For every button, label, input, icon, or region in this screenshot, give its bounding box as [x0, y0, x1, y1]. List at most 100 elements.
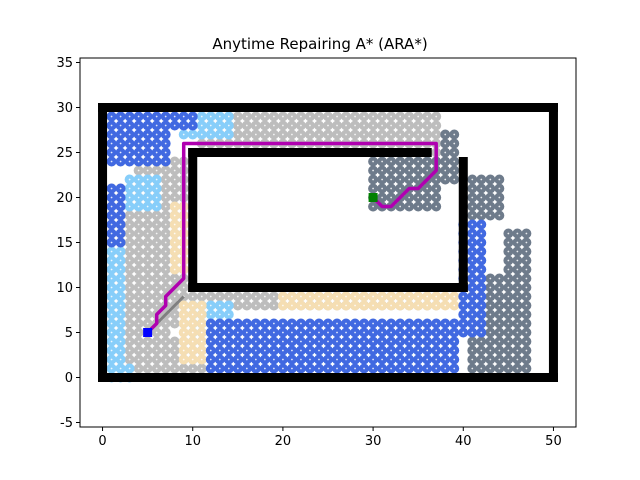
visited-cell-center-dot: [399, 187, 402, 190]
visited-cell-center-dot: [489, 340, 492, 343]
visited-cell-center-dot: [363, 115, 365, 118]
visited-cell-center-dot: [218, 322, 221, 325]
visited-cell-center-dot: [381, 178, 384, 181]
visited-cell-center-dot: [480, 268, 483, 271]
visited-cell-center-dot: [155, 187, 158, 190]
visited-cell-center-dot: [372, 358, 374, 361]
visited-cell-center-dot: [218, 331, 221, 334]
visited-cell-center-dot: [128, 178, 131, 181]
visited-cell-center-dot: [200, 367, 203, 370]
visited-cell-center-dot: [480, 196, 483, 199]
visited-cell-center-dot: [119, 313, 122, 316]
visited-cell-center-dot: [272, 133, 275, 136]
visited-cell-center-dot: [236, 340, 239, 343]
visited-cell-center-dot: [119, 232, 122, 235]
visited-cell-center-dot: [426, 205, 429, 208]
visited-cell-center-dot: [146, 232, 149, 235]
visited-cell-center-dot: [408, 295, 411, 298]
visited-cell-center-dot: [498, 286, 501, 289]
visited-cell-center-dot: [471, 340, 474, 343]
visited-cell-center-dot: [119, 268, 122, 271]
visited-cell-center-dot: [200, 313, 203, 316]
visited-cell-center-dot: [435, 187, 438, 190]
visited-cell-center-dot: [227, 133, 230, 136]
visited-cell-center-dot: [191, 322, 194, 325]
visited-cell-center-dot: [110, 142, 113, 145]
visited-cell-center-dot: [173, 358, 176, 361]
visited-cell-center-dot: [300, 331, 302, 334]
visited-cell-center-dot: [381, 160, 384, 163]
visited-cell-center-dot: [173, 241, 176, 244]
visited-cell-center-dot: [119, 259, 122, 262]
visited-cell-center-dot: [119, 304, 122, 307]
visited-cell-center-dot: [525, 295, 528, 298]
visited-cell-center-dot: [282, 304, 284, 307]
visited-cell-center-dot: [245, 367, 248, 370]
visited-cell-center-dot: [426, 331, 429, 334]
visited-cell-center-dot: [209, 124, 212, 127]
visited-cell-center-dot: [128, 277, 131, 280]
visited-cell-center-dot: [426, 133, 429, 136]
visited-cell-center-dot: [345, 331, 347, 334]
visited-cell-center-dot: [119, 151, 122, 154]
visited-cell-center-dot: [336, 340, 338, 343]
visited-cell-center-dot: [381, 169, 384, 172]
visited-cell-center-dot: [128, 331, 131, 334]
visited-cell-center-dot: [128, 322, 131, 325]
visited-cell-center-dot: [354, 115, 356, 118]
visited-cell-center-dot: [137, 250, 140, 253]
visited-cell-center-dot: [435, 124, 438, 127]
visited-cell-center-dot: [336, 304, 338, 307]
visited-cell-center-dot: [309, 358, 311, 361]
visited-cell-center-dot: [173, 268, 176, 271]
visited-cell-center-dot: [110, 223, 113, 226]
visited-cell-center-dot: [164, 259, 167, 262]
goal-marker: [368, 193, 378, 202]
visited-cell-center-dot: [146, 277, 149, 280]
visited-cell-center-dot: [471, 322, 474, 325]
visited-cell-center-dot: [146, 295, 149, 298]
visited-cell-center-dot: [128, 268, 131, 271]
visited-cell-center-dot: [498, 358, 501, 361]
visited-cell-center-dot: [489, 358, 492, 361]
y-tick-label: 15: [56, 236, 73, 251]
visited-cell-center-dot: [390, 331, 393, 334]
visited-cell-center-dot: [200, 349, 203, 352]
visited-cell-center-dot: [426, 349, 429, 352]
visited-cell-center-dot: [309, 304, 311, 307]
visited-cell-center-dot: [236, 124, 239, 127]
visited-cell-center-dot: [155, 340, 158, 343]
visited-cell-center-dot: [471, 214, 474, 217]
visited-cell-center-dot: [309, 349, 311, 352]
visited-cell-center-dot: [128, 358, 131, 361]
visited-cell-center-dot: [164, 277, 167, 280]
visited-cell-center-dot: [390, 196, 393, 199]
visited-cell-center-dot: [263, 295, 266, 298]
visited-cell-center-dot: [471, 241, 474, 244]
visited-cell-center-dot: [507, 295, 510, 298]
visited-cell-center-dot: [110, 205, 113, 208]
visited-cell-center-dot: [137, 286, 140, 289]
visited-cell-center-dot: [399, 295, 402, 298]
visited-cell-center-dot: [345, 367, 347, 370]
visited-cell-center-dot: [137, 358, 140, 361]
visited-cell-center-dot: [236, 367, 239, 370]
visited-cell-center-dot: [146, 214, 149, 217]
visited-cell-center-dot: [164, 223, 167, 226]
visited-cell-center-dot: [390, 340, 393, 343]
visited-cell-center-dot: [426, 169, 429, 172]
visited-cell-center-dot: [227, 124, 230, 127]
visited-cell-center-dot: [155, 205, 158, 208]
visited-cell-center-dot: [254, 340, 257, 343]
visited-cell-center-dot: [354, 133, 356, 136]
visited-cell-center-dot: [291, 133, 293, 136]
visited-cell-center-dot: [282, 115, 284, 118]
visited-cell-center-dot: [390, 304, 393, 307]
visited-cell-center-dot: [300, 133, 302, 136]
visited-cell-center-dot: [263, 133, 266, 136]
visited-cell-center-dot: [272, 295, 275, 298]
visited-cell-center-dot: [110, 358, 113, 361]
visited-cell-center-dot: [525, 367, 528, 370]
visited-cell-center-dot: [444, 331, 447, 334]
visited-cell-center-dot: [137, 133, 140, 136]
